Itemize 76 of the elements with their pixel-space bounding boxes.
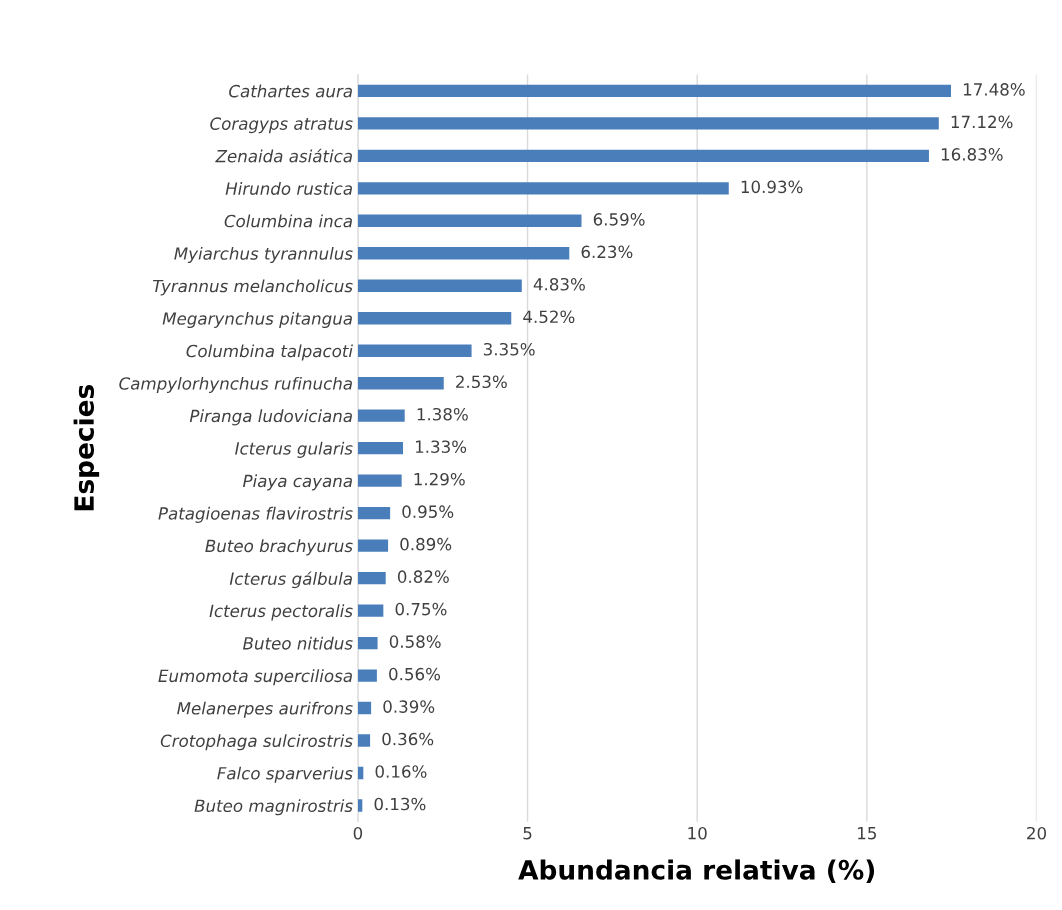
y-tick-label: Buteo brachyurus bbox=[205, 539, 353, 556]
bar bbox=[357, 214, 582, 227]
bar bbox=[357, 84, 952, 98]
x-tick-label: 10 bbox=[688, 826, 707, 840]
bar bbox=[357, 571, 386, 585]
bar bbox=[357, 474, 402, 487]
y-tick-label: Piranga ludoviciana bbox=[189, 409, 352, 426]
bar bbox=[357, 312, 512, 325]
bar bbox=[357, 506, 391, 520]
data-label: 4.83% bbox=[533, 277, 585, 291]
data-label: 0.75% bbox=[395, 602, 447, 616]
data-label: 2.53% bbox=[456, 375, 507, 389]
bar bbox=[357, 669, 377, 682]
bar bbox=[357, 149, 929, 162]
data-label: 0.95% bbox=[402, 505, 454, 518]
bar bbox=[357, 344, 472, 357]
y-tick-label: Tyrannus melancholicus bbox=[152, 279, 353, 296]
x-tick-label: 5 bbox=[523, 827, 532, 840]
bar bbox=[357, 247, 570, 260]
data-label: 1.38% bbox=[417, 407, 468, 421]
bar bbox=[357, 799, 363, 812]
y-axis-title: Especies bbox=[73, 385, 100, 511]
bar bbox=[357, 701, 372, 715]
data-label: 10.93% bbox=[741, 180, 803, 194]
y-tick-label: Myiarchus tyrannulus bbox=[174, 246, 353, 264]
bar bbox=[357, 636, 378, 650]
bar bbox=[357, 734, 371, 747]
bar bbox=[357, 442, 404, 455]
y-tick-label: Megarynchus pitangua bbox=[162, 311, 352, 329]
data-label: 0.89% bbox=[400, 537, 452, 551]
data-label: 3.35% bbox=[483, 342, 535, 356]
y-tick-label: Falco sparverius bbox=[217, 766, 353, 783]
data-label: 4.52% bbox=[523, 310, 575, 324]
y-tick-label: Eumomota superciliosa bbox=[158, 669, 352, 686]
y-tick-label: Columbina inca bbox=[224, 214, 352, 228]
y-tick-label: Patagioenas flavirostris bbox=[158, 506, 353, 523]
data-label: 17.48% bbox=[963, 83, 1025, 96]
x-axis-title: Abundancia relativa (%) bbox=[518, 859, 875, 883]
data-label: 16.83% bbox=[941, 148, 1003, 161]
y-tick-label: Campylorhynchus rufinucha bbox=[119, 376, 352, 394]
data-label: 0.16% bbox=[375, 765, 427, 778]
y-tick-label: Coragyps atratus bbox=[210, 117, 353, 134]
y-tick-label: Zenaida asiática bbox=[215, 148, 352, 163]
y-tick-label: Columbina talpacoti bbox=[186, 344, 353, 361]
data-label: 6.23% bbox=[581, 245, 633, 259]
data-label: 6.59% bbox=[593, 213, 645, 226]
y-tick-label: Melanerpes aurifrons bbox=[177, 701, 353, 718]
bar bbox=[357, 409, 405, 422]
bar bbox=[357, 182, 729, 195]
data-label: 0.39% bbox=[383, 700, 435, 713]
y-tick-label: Hirundo rustica bbox=[225, 181, 352, 195]
data-label: 0.82% bbox=[397, 570, 449, 583]
y-tick-label: Piaya cayana bbox=[242, 474, 352, 491]
data-label: 0.13% bbox=[374, 797, 426, 811]
data-label: 1.29% bbox=[414, 472, 465, 486]
bar bbox=[357, 377, 444, 390]
x-tick-label: 0 bbox=[353, 826, 363, 840]
data-label: 0.58% bbox=[389, 635, 441, 648]
data-label: 0.56% bbox=[389, 667, 441, 681]
x-tick-label: 15 bbox=[858, 827, 877, 840]
y-tick-label: Crotophaga sulcirostris bbox=[160, 734, 353, 751]
bar bbox=[357, 539, 389, 552]
y-tick-label: Icterus gularis bbox=[235, 441, 353, 458]
data-label: 1.33% bbox=[415, 440, 467, 454]
data-label: 0.36% bbox=[382, 732, 434, 746]
y-tick-label: Cathartes aura bbox=[229, 84, 352, 98]
y-tick-label: Icterus gálbula bbox=[229, 571, 352, 589]
data-label: 17.12% bbox=[951, 115, 1013, 129]
bar bbox=[357, 604, 384, 617]
bar bbox=[357, 279, 522, 292]
bar bbox=[357, 117, 939, 130]
y-tick-label: Buteo nitidus bbox=[243, 636, 353, 650]
x-tick-label: 20 bbox=[1027, 826, 1047, 840]
bar bbox=[357, 766, 364, 780]
y-tick-label: Icterus pectoralis bbox=[209, 604, 353, 621]
y-tick-label: Buteo magnirostris bbox=[194, 799, 353, 816]
